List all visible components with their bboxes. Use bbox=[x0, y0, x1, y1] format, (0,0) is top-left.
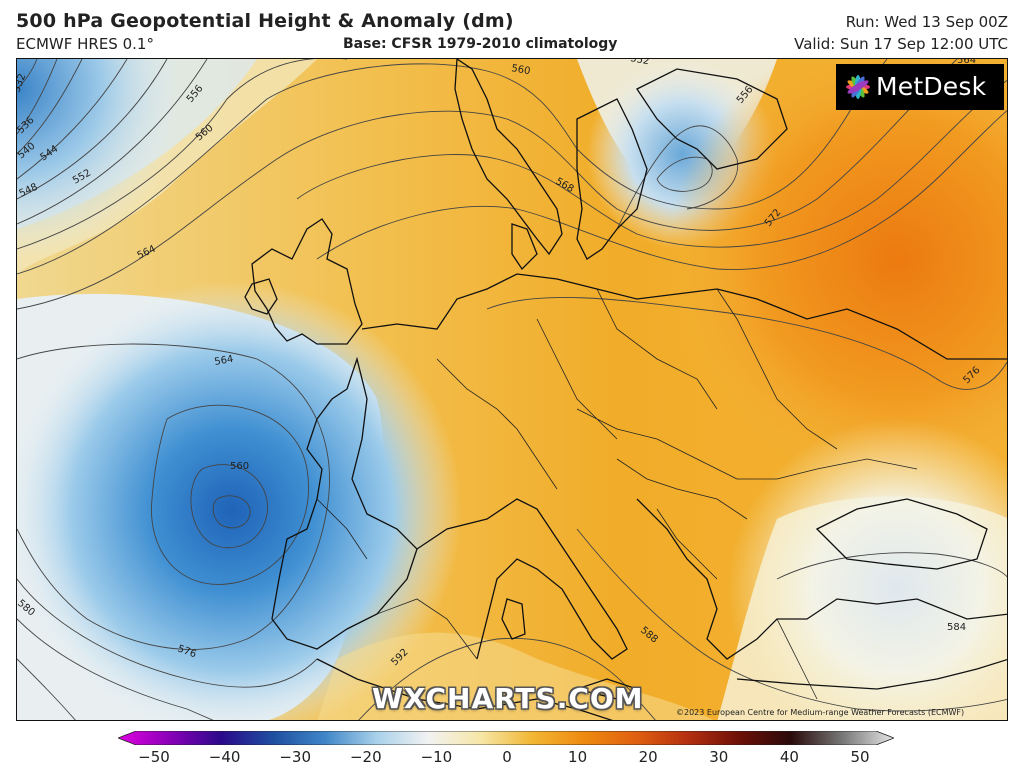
coast-denmark bbox=[511, 223, 538, 271]
contour-572 bbox=[316, 110, 1007, 270]
border-france-germany bbox=[436, 358, 558, 490]
contour-580 bbox=[17, 658, 76, 720]
coast-norway bbox=[454, 59, 563, 256]
colorbar-body bbox=[118, 731, 894, 745]
coast-sardinia bbox=[501, 598, 526, 640]
copyright-notice: ©2023 European Centre for Medium-range W… bbox=[676, 708, 965, 717]
contour-label: 560 bbox=[510, 63, 531, 77]
metdesk-logo-text: MetDesk bbox=[876, 72, 987, 101]
contour-560-low-outer bbox=[151, 404, 309, 585]
contour-576-east bbox=[486, 297, 1007, 390]
contour-584 bbox=[776, 552, 1007, 580]
border-poland-east bbox=[596, 288, 718, 410]
coast-north-europe bbox=[361, 273, 1007, 360]
anomaly-map: 532 536 540 544 548 552 556 560 564 552 … bbox=[17, 59, 1007, 720]
colorbar-tick-label: 40 bbox=[779, 748, 799, 766]
chart-title: 500 hPa Geopotential Height & Anomaly (d… bbox=[16, 10, 514, 32]
contour-556 bbox=[17, 59, 347, 250]
contour-544 bbox=[17, 59, 128, 180]
contour-560-low bbox=[190, 464, 268, 549]
coast-finland bbox=[636, 68, 788, 170]
shading-southeast-cool bbox=[17, 59, 1007, 720]
model-name: ECMWF HRES 0.1° bbox=[16, 35, 154, 53]
coast-balkans bbox=[636, 498, 1007, 660]
coastlines bbox=[244, 59, 1007, 720]
wxcharts-watermark: WXCHARTS.COM bbox=[372, 682, 644, 715]
colorbar-tick-label: −10 bbox=[420, 748, 453, 766]
contour-536 bbox=[17, 59, 58, 135]
colorbar-tick-label: 10 bbox=[568, 748, 588, 766]
run-time: Run: Wed 13 Sep 00Z bbox=[845, 13, 1008, 31]
coast-ireland bbox=[244, 278, 278, 315]
contour-lines bbox=[17, 59, 1007, 720]
contour-552-north bbox=[17, 59, 208, 225]
contour-556-low bbox=[212, 495, 251, 529]
chart-header: 500 hPa Geopotential Height & Anomaly (d… bbox=[0, 0, 1024, 58]
contour-label: 552 bbox=[629, 59, 650, 67]
border-hungary bbox=[616, 458, 748, 520]
contour-564-north bbox=[17, 59, 958, 310]
contour-label: 564 bbox=[957, 59, 976, 66]
colorbar-tick-label: 30 bbox=[709, 748, 729, 766]
contour-568 bbox=[296, 79, 1007, 248]
colorbar-tick-label: 20 bbox=[638, 748, 658, 766]
contour-label: 584 bbox=[947, 622, 966, 633]
colorbar-ticks: −50 −40 −30 −20 −10 0 10 20 30 40 50 bbox=[0, 748, 1024, 772]
metdesk-flower-icon bbox=[846, 75, 870, 99]
contour-540 bbox=[17, 59, 83, 155]
border-belarus-ukraine bbox=[716, 288, 838, 450]
contour-548 bbox=[17, 59, 168, 200]
border-romania bbox=[737, 458, 918, 480]
coast-iberia-france bbox=[271, 356, 418, 650]
contour-560-north bbox=[17, 59, 888, 275]
colorbar-tick-label: −40 bbox=[208, 748, 241, 766]
contour-564-low bbox=[17, 343, 330, 650]
coast-british-isles bbox=[251, 218, 363, 345]
coast-sicily bbox=[574, 678, 639, 700]
border-serbia bbox=[656, 508, 718, 580]
border-spain-portugal bbox=[316, 498, 368, 560]
valid-time: Valid: Sun 17 Sep 12:00 UTC bbox=[794, 35, 1008, 53]
contour-576-low bbox=[17, 618, 214, 720]
coast-north-africa bbox=[316, 658, 613, 720]
border-germany-poland bbox=[536, 318, 618, 440]
colorbar-tick-label: −20 bbox=[349, 748, 382, 766]
colorbar-tick-label: 50 bbox=[850, 748, 870, 766]
contour-552-scandinavia bbox=[656, 156, 713, 192]
contour-label: 564 bbox=[214, 354, 235, 368]
contour-560-scandinavia bbox=[616, 125, 739, 230]
contour-572-low bbox=[17, 578, 318, 688]
coast-sweden bbox=[576, 98, 648, 260]
contour-label: 560 bbox=[230, 461, 249, 472]
border-turkey bbox=[776, 618, 818, 700]
contour-532 bbox=[17, 59, 38, 90]
contour-label: 560 bbox=[629, 59, 648, 62]
border-morocco-algeria bbox=[376, 598, 478, 660]
contour-592 bbox=[358, 637, 656, 720]
coast-black-sea bbox=[815, 498, 988, 570]
colorbar-tick-label: −30 bbox=[279, 748, 312, 766]
metdesk-logo: MetDesk bbox=[836, 64, 1004, 110]
contour-label: 532 bbox=[17, 72, 28, 94]
border-czech-slovakia bbox=[576, 408, 738, 480]
contour-588 bbox=[576, 528, 1007, 712]
colorbar-tick-label: −50 bbox=[138, 748, 170, 766]
climatology-base: Base: CFSR 1979-2010 climatology bbox=[343, 36, 618, 52]
map-panel[interactable]: 532 536 540 544 548 552 556 560 564 552 … bbox=[16, 58, 1008, 721]
coast-italy bbox=[416, 498, 628, 660]
coast-levant bbox=[736, 658, 1007, 690]
country-borders bbox=[316, 288, 918, 700]
colorbar-tick-label: 0 bbox=[502, 748, 512, 766]
anomaly-colorbar bbox=[118, 731, 894, 745]
